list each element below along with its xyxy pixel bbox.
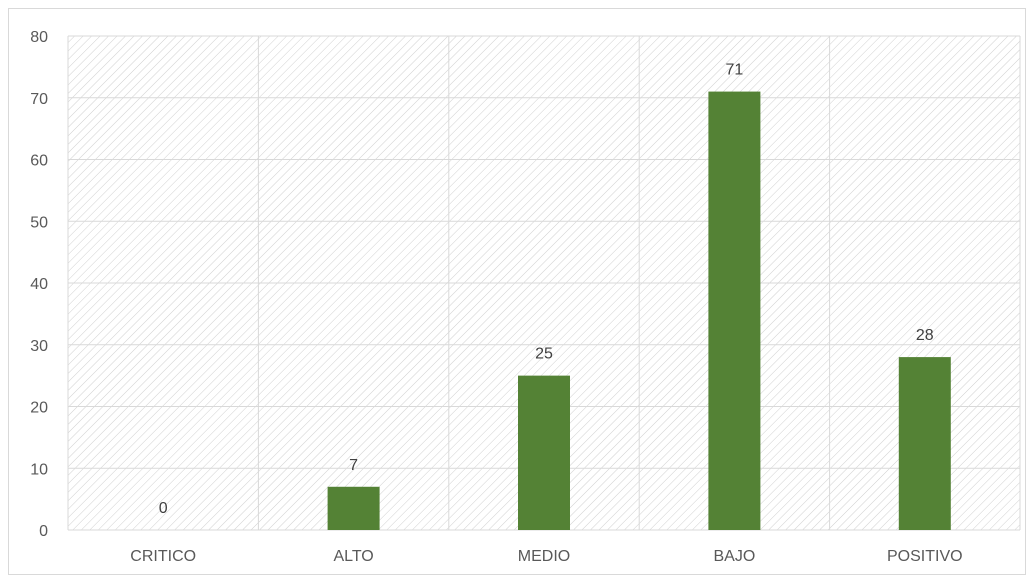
y-tick-label: 20 [30, 400, 48, 417]
y-tick-label: 70 [30, 91, 48, 108]
data-label: 25 [535, 346, 553, 363]
y-tick-label: 50 [30, 214, 48, 231]
x-tick-label: BAJO [714, 548, 756, 565]
data-label: 0 [159, 500, 168, 517]
data-label: 28 [916, 327, 934, 344]
y-tick-label: 0 [39, 523, 48, 540]
y-tick-label: 40 [30, 276, 48, 293]
gridlines [67, 35, 1021, 531]
data-label: 7 [349, 457, 358, 474]
y-tick-label: 10 [30, 461, 48, 478]
y-tick-label: 80 [30, 29, 48, 46]
y-tick-label: 30 [30, 338, 48, 355]
y-tick-label: 60 [30, 153, 48, 170]
bar-bajo [708, 91, 761, 530]
bar-alto [327, 486, 380, 530]
bar-medio [518, 375, 570, 530]
x-tick-label: ALTO [333, 548, 373, 565]
y-axis-tick-labels: 0 10 20 30 40 50 60 70 80 [30, 29, 48, 540]
data-labels: 0 7 25 71 28 [159, 62, 934, 517]
bar-positivo [898, 357, 951, 530]
bars [327, 91, 951, 530]
x-tick-label: CRITICO [130, 548, 196, 565]
x-tick-label: POSITIVO [887, 548, 963, 565]
x-tick-label: MEDIO [518, 548, 570, 565]
x-axis-tick-labels: CRITICO ALTO MEDIO BAJO POSITIVO [130, 548, 962, 565]
data-label: 71 [726, 62, 744, 79]
